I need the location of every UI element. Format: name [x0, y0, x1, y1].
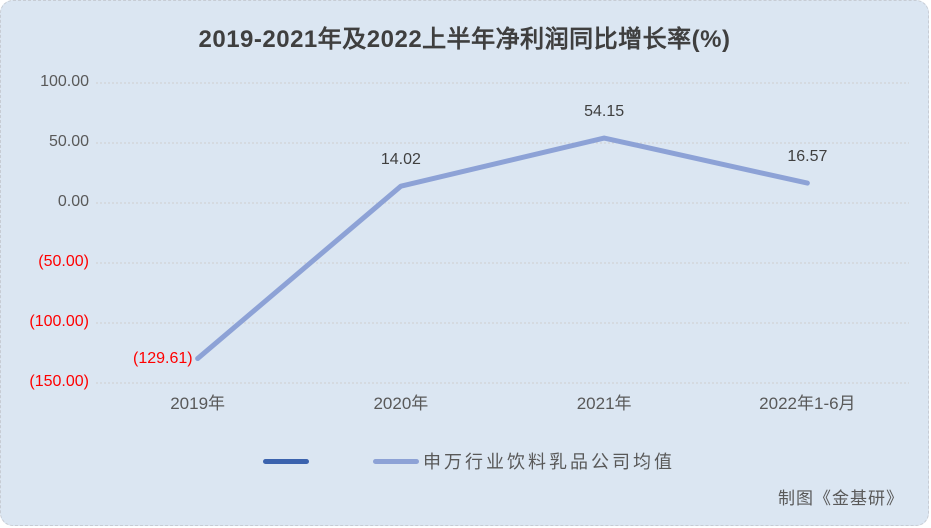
- legend: 申万行业饮料乳品公司均值: [1, 449, 928, 473]
- y-tick-label: (50.00): [38, 253, 89, 270]
- data-label: (129.61): [133, 349, 193, 367]
- data-label: 14.02: [380, 151, 421, 169]
- x-axis-label: 2022年1-6月: [759, 394, 856, 413]
- legend-line-swatch-1: [263, 458, 309, 464]
- legend-label-2: 申万行业饮料乳品公司均值: [423, 452, 675, 472]
- data-label: 16.57: [787, 148, 828, 166]
- legend-line-swatch-2: [373, 458, 419, 464]
- y-tick-label: 50.00: [48, 133, 89, 150]
- legend-item-1: [263, 449, 313, 473]
- chart-title: 2019-2021年及2022上半年净利润同比增长率(%): [198, 26, 731, 53]
- data-label: 54.15: [584, 103, 625, 121]
- y-tick-label: 100.00: [40, 73, 89, 90]
- series-line: [195, 135, 810, 362]
- y-tick-label: (150.00): [29, 373, 89, 390]
- x-axis-label: 2019年: [170, 394, 226, 413]
- y-tick-label: 0.00: [57, 193, 89, 210]
- x-axis-label: 2020年: [373, 394, 429, 413]
- y-tick-label: (100.00): [29, 313, 89, 330]
- x-axis-label: 2021年: [576, 394, 632, 413]
- credit-text: 制图《金基研》: [778, 489, 904, 508]
- legend-item-2: 申万行业饮料乳品公司均值: [373, 449, 675, 473]
